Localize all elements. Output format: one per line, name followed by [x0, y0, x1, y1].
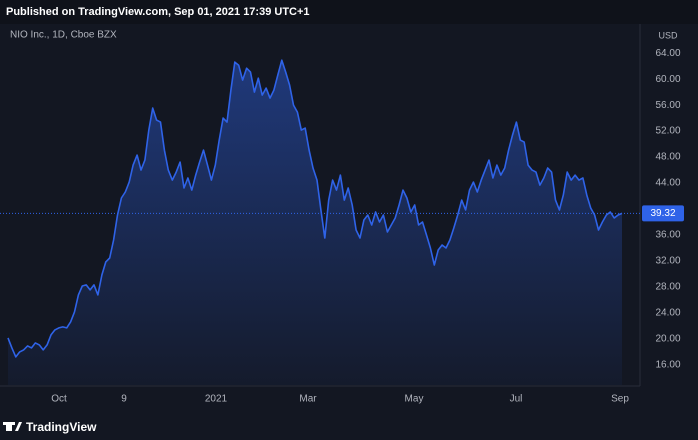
- price-tag-label: 39.32: [650, 208, 675, 219]
- y-tick-label: 64.00: [655, 48, 680, 59]
- y-tick-label: 32.00: [655, 256, 680, 267]
- y-tick-label: 36.00: [655, 230, 680, 241]
- currency: USD: [658, 30, 678, 40]
- logo: [3, 422, 22, 431]
- y-tick-label: 56.00: [655, 100, 680, 111]
- area: [8, 60, 622, 385]
- header-bar: [0, 0, 698, 24]
- chart-title: NIO Inc., 1D, Cboe BZX: [10, 30, 117, 41]
- x-tick-label: Jul: [510, 394, 523, 405]
- x-tick-label: 2021: [205, 394, 228, 405]
- y-tick-label: 60.00: [655, 74, 680, 85]
- y-tick-label: 24.00: [655, 308, 680, 319]
- x-tick-label: 9: [121, 394, 127, 405]
- y-tick-label: 16.00: [655, 360, 680, 371]
- y-tick-label: 28.00: [655, 282, 680, 293]
- price-line: [7, 59, 623, 358]
- price-tag: [642, 205, 684, 222]
- y-tick-label: 20.00: [655, 334, 680, 345]
- x-tick-label: Oct: [51, 394, 67, 405]
- y-tick-label: 48.00: [655, 152, 680, 163]
- y-tick-label: 44.00: [655, 178, 680, 189]
- x-tick-label: Sep: [611, 394, 629, 405]
- x-tick-label: May: [405, 394, 424, 405]
- footer: TradingView: [26, 420, 97, 434]
- header: Published on TradingView.com, Sep 01, 20…: [6, 6, 310, 18]
- x-tick-label: Mar: [299, 394, 317, 405]
- y-tick-label: 52.00: [655, 126, 680, 137]
